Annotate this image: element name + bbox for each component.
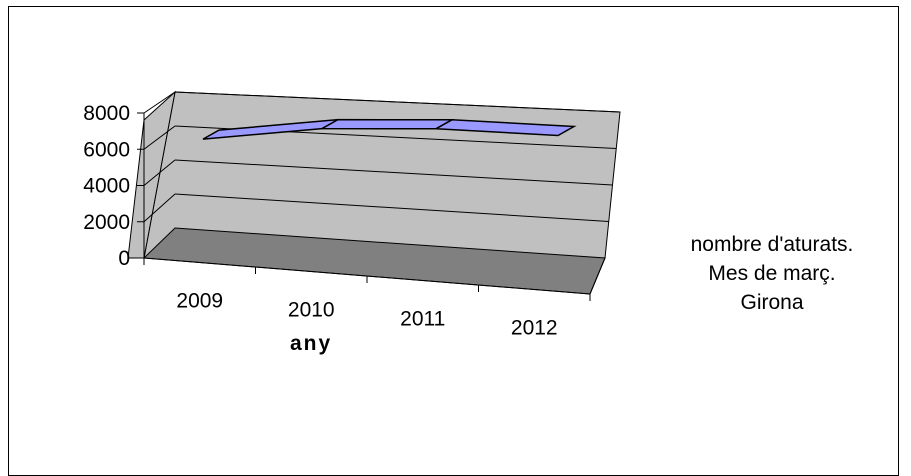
y-tick-label: 0 <box>118 247 130 270</box>
gridline-back <box>174 193 609 222</box>
gridline-side <box>143 91 176 114</box>
y-tick-label: 8000 <box>83 102 130 125</box>
y-tick-label: 4000 <box>83 175 130 198</box>
x-axis-ticks: 2009 2010 2011 2012 <box>143 258 591 340</box>
gridline-side <box>143 193 176 223</box>
x-tick-label: 2010 <box>288 299 335 322</box>
chart-svg: 0 2000 4000 6000 8000 2009 2010 2011 2012 any n… <box>83 90 854 355</box>
y-tick-label: 6000 <box>83 138 130 161</box>
floor-edge <box>589 257 606 295</box>
legend: nombre d'aturats. Mes de març. Girona <box>691 233 854 314</box>
legend-line-2: Mes de març. <box>708 262 835 285</box>
x-tick-label: 2009 <box>176 290 223 313</box>
gridline-side <box>143 125 176 150</box>
gridline-side <box>143 159 176 186</box>
gridline-back <box>174 159 613 186</box>
legend-line-3: Girona <box>740 291 803 314</box>
x-tick-label: 2012 <box>511 317 558 340</box>
ribbon-segment <box>433 119 577 137</box>
gridline-back <box>174 91 621 113</box>
y-axis-ticks: 0 2000 4000 6000 8000 <box>83 102 144 270</box>
ribbon-segment <box>319 118 455 130</box>
x-axis-title: any <box>290 332 332 355</box>
legend-line-1: nombre d'aturats. <box>691 233 854 256</box>
gridlines <box>143 91 621 223</box>
data-ribbon <box>202 118 577 140</box>
x-tick-label: 2011 <box>400 308 445 331</box>
y-tick-label: 2000 <box>83 211 130 234</box>
